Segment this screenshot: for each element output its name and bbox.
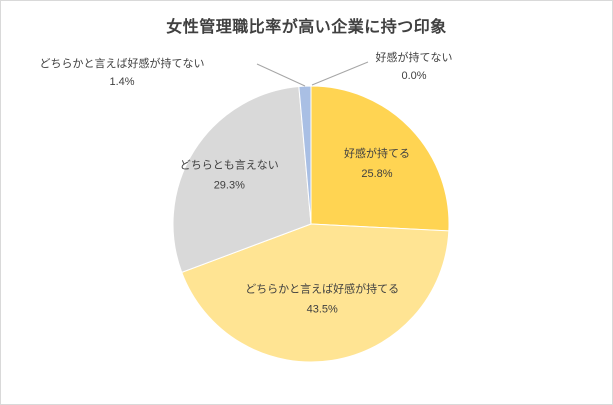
chart-title: 女性管理職比率が高い企業に持つ印象 <box>166 19 447 36</box>
slice-pct-0: 25.8% <box>361 168 392 180</box>
leader-line-4 <box>311 61 369 86</box>
leader-line-3 <box>256 63 306 87</box>
slice-pct-4: 0.0% <box>401 70 426 82</box>
slice-label-3: どちらかと言えば好感が持てない <box>40 56 205 70</box>
slice-label-4: 好感が持てない <box>376 50 453 64</box>
slice-label-0: 好感が持てる <box>344 146 410 160</box>
pie-slice-2 <box>172 85 312 274</box>
pie-slice-0 <box>310 85 450 232</box>
slice-pct-1: 43.5% <box>307 303 338 315</box>
slice-label-1: どちらかと言えば好感が持てる <box>245 281 399 295</box>
slice-pct-3: 1.4% <box>109 76 134 88</box>
slice-label-2: どちらとも言えない <box>180 159 279 172</box>
slice-pct-2: 29.3% <box>214 180 245 192</box>
pie-slice-1 <box>181 223 450 363</box>
